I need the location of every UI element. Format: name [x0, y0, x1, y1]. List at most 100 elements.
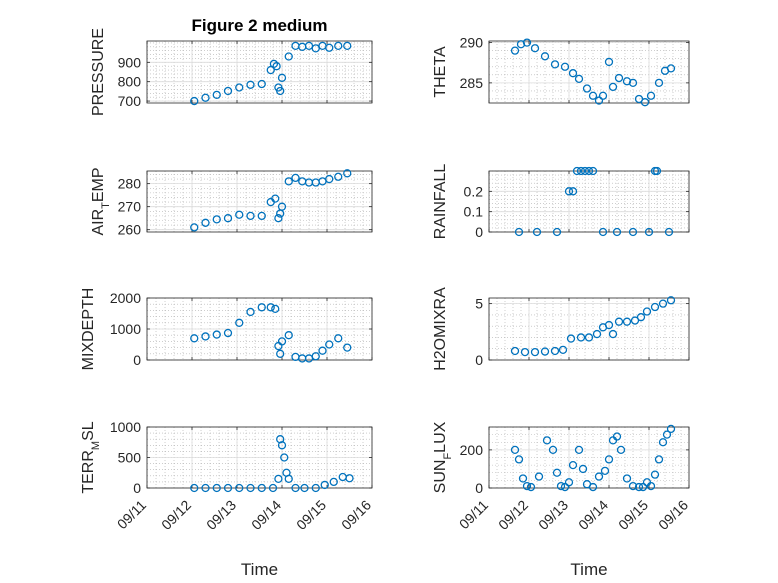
x-axis-label: Time	[241, 560, 278, 579]
data-point	[280, 453, 289, 462]
data-point	[284, 474, 293, 484]
data-point	[572, 166, 582, 176]
data-point	[266, 303, 275, 312]
subplot-1: 700 800 900 PRESSURE Figure 2 medium	[90, 16, 373, 116]
data-point	[235, 318, 244, 327]
data-point	[510, 445, 520, 455]
data-point	[658, 299, 668, 308]
data-point	[666, 296, 676, 305]
data-point	[612, 432, 622, 441]
data-point	[212, 215, 221, 224]
data-point	[604, 57, 614, 67]
y-tick-label: 900	[118, 54, 142, 70]
data-point	[564, 478, 574, 487]
data-point	[548, 445, 558, 455]
y-tick-label: 0	[475, 480, 483, 496]
chart-title: Figure 2 medium	[191, 16, 327, 35]
data-point	[257, 79, 266, 89]
data-point	[277, 202, 287, 211]
y-tick-label: 285	[460, 75, 484, 91]
data-point	[518, 474, 528, 483]
data-point	[334, 172, 343, 181]
data-point	[550, 346, 560, 356]
x-tick-label: 09/16	[655, 497, 691, 533]
y-tick-label: 5	[475, 296, 483, 312]
subplot-3: 260 270 280 AIRTEMP	[90, 167, 373, 238]
y-tick-label: 0	[133, 480, 141, 496]
y-axis-label: MIXDEPTH	[80, 288, 97, 371]
subplot-4: 0 0.1 0.2 RAINFALL	[432, 164, 690, 240]
data-point	[558, 345, 568, 355]
data-point	[568, 69, 578, 78]
data-point	[257, 303, 266, 312]
y-tick-label: 0	[133, 352, 141, 368]
data-point	[622, 317, 632, 326]
y-tick-label: 270	[118, 199, 142, 215]
data-point	[604, 320, 614, 330]
data-point	[520, 347, 530, 357]
data-point	[320, 480, 329, 490]
y-axis-label: RAINFALL	[432, 164, 449, 240]
data-point	[574, 74, 584, 83]
x-tick-label: 09/12	[495, 497, 531, 533]
data-point	[634, 482, 644, 492]
data-point	[246, 211, 255, 221]
data-point	[568, 460, 578, 470]
subplot-5: 0 1000 2000 MIXDEPTH	[80, 288, 373, 371]
plot-area	[147, 171, 372, 232]
x-tick-label: 09/11	[114, 497, 150, 533]
data-point	[201, 483, 210, 493]
y-tick-label: 1000	[110, 419, 141, 435]
data-point	[616, 445, 626, 455]
data-point	[652, 166, 662, 176]
data-point	[614, 317, 624, 326]
data-point	[566, 334, 576, 343]
data-point	[594, 472, 604, 481]
data-point	[576, 333, 586, 342]
y-tick-label: 0.2	[464, 183, 484, 199]
y-tick-label: 200	[460, 442, 484, 458]
data-point	[277, 73, 287, 82]
data-point	[246, 80, 255, 89]
data-point	[588, 482, 598, 492]
data-point	[534, 472, 544, 481]
y-axis-label: AIRTEMP	[90, 167, 112, 235]
data-point	[235, 483, 244, 493]
data-point	[272, 62, 281, 71]
data-point	[201, 218, 210, 227]
data-point	[223, 214, 233, 223]
data-point	[530, 44, 540, 53]
data-point	[644, 227, 654, 237]
data-point	[608, 82, 618, 92]
x-tick-label: 09/15	[293, 497, 329, 533]
axes-box	[488, 297, 690, 361]
axes-box	[146, 40, 373, 104]
data-point	[666, 64, 676, 73]
data-point	[666, 424, 676, 434]
x-tick-label: 09/15	[615, 497, 651, 533]
data-point	[190, 223, 199, 232]
data-point	[646, 481, 656, 491]
y-axis-label: PRESSURE	[90, 28, 107, 116]
data-point	[190, 96, 199, 106]
data-point	[636, 313, 646, 322]
data-point	[556, 481, 566, 491]
data-point	[584, 333, 594, 342]
data-point	[540, 347, 550, 356]
data-point	[542, 436, 552, 445]
data-point	[325, 43, 334, 52]
data-point	[540, 52, 550, 61]
data-point	[276, 349, 285, 358]
data-point	[343, 169, 352, 178]
data-point	[522, 38, 532, 47]
y-tick-label: 290	[460, 35, 484, 51]
data-point	[223, 483, 233, 493]
data-point	[578, 464, 588, 474]
axes-box	[488, 40, 690, 104]
data-point	[622, 77, 632, 86]
data-point	[628, 227, 638, 237]
data-point	[190, 483, 199, 493]
x-tick-label: 09/12	[158, 497, 194, 533]
